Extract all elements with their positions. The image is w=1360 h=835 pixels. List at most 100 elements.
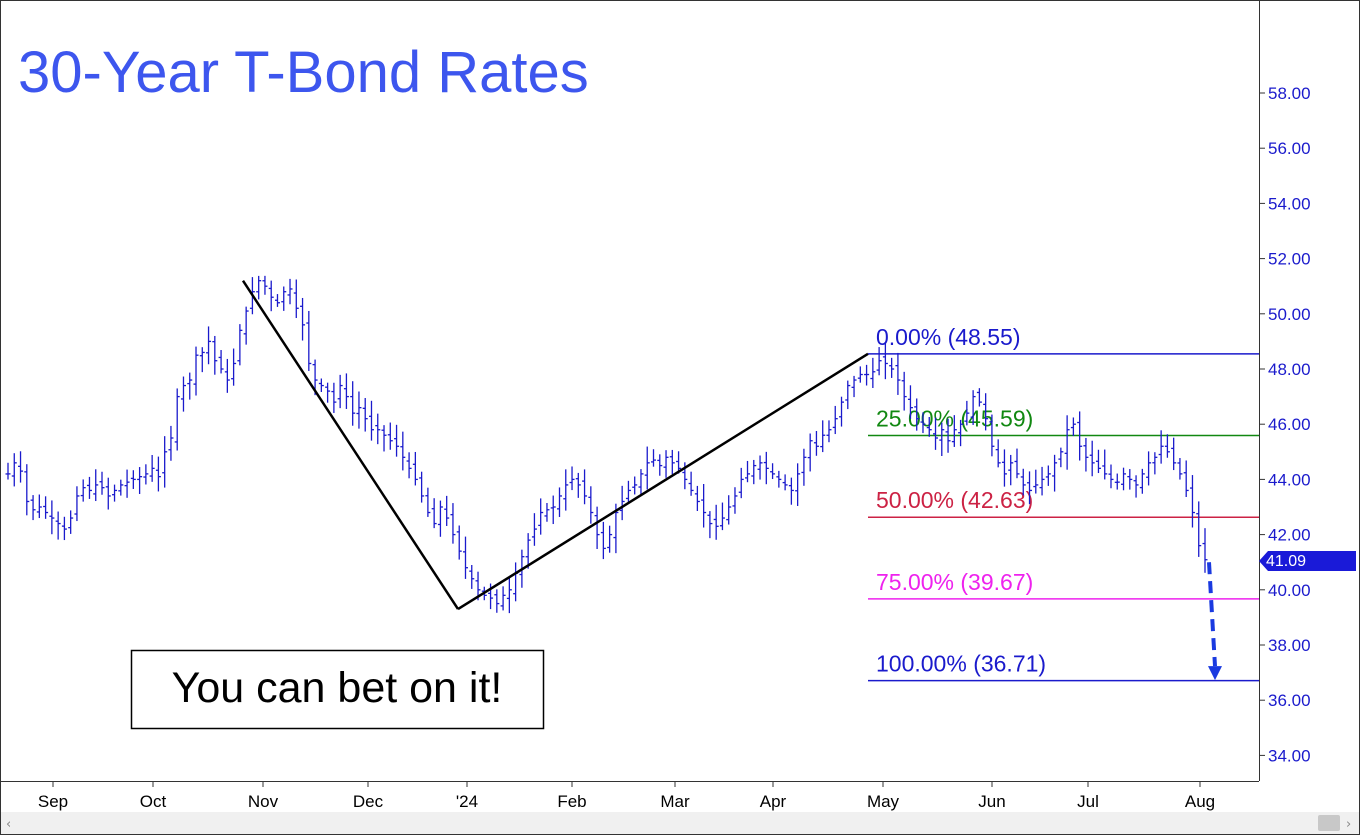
ohlc-bar <box>406 452 412 479</box>
ohlc-bar <box>538 498 544 535</box>
chart-title: 30-Year T-Bond Rates <box>18 40 589 105</box>
ohlc-bar <box>274 294 280 307</box>
y-tick-label: 50.00 <box>1268 305 1311 324</box>
ohlc-bar <box>174 388 180 451</box>
ohlc-bar <box>130 470 136 489</box>
ohlc-bar <box>337 374 343 409</box>
ohlc-bar <box>1058 447 1064 468</box>
ohlc-bar <box>118 479 124 496</box>
ohlc-bar <box>1121 467 1127 491</box>
ohlc-bar <box>569 466 575 491</box>
ohlc-bar <box>325 382 331 403</box>
ohlc-bar <box>619 485 625 521</box>
annotation-box: You can bet on it! <box>130 649 545 730</box>
scrollbar-thumb[interactable] <box>1318 815 1340 831</box>
ohlc-bar <box>93 469 99 502</box>
ohlc-bar <box>80 479 86 502</box>
x-tick-label: Jun <box>978 792 1005 811</box>
ohlc-bar <box>18 451 24 483</box>
y-tick-label: 44.00 <box>1268 470 1311 489</box>
ohlc-bar <box>726 495 732 525</box>
ohlc-bar <box>713 504 719 540</box>
ohlc-bar <box>137 467 143 494</box>
ohlc-bar <box>782 474 788 491</box>
ohlc-bar <box>331 382 337 413</box>
ohlc-bars <box>5 275 1208 614</box>
y-tick-label: 40.00 <box>1268 581 1311 600</box>
ohlc-bar <box>1202 528 1208 573</box>
ohlc-bar <box>995 439 1001 468</box>
last-price-tag: 41.09 <box>1259 551 1356 571</box>
ohlc-bar <box>86 476 92 499</box>
ohlc-bar <box>1052 454 1058 492</box>
ohlc-bar <box>920 412 926 434</box>
ohlc-bar <box>419 471 425 503</box>
ohlc-bar <box>243 306 249 345</box>
ohlc-bar <box>707 511 713 539</box>
ohlc-bar <box>318 378 324 393</box>
ohlc-bar <box>350 381 356 426</box>
ohlc-bar <box>400 431 406 471</box>
scrollbar-track[interactable] <box>1 812 1359 834</box>
ohlc-bar <box>231 348 237 386</box>
ohlc-bar <box>494 589 500 613</box>
ohlc-bar <box>1064 415 1070 470</box>
ohlc-bar <box>676 451 682 474</box>
y-tick-label: 52.00 <box>1268 250 1311 269</box>
ohlc-bar <box>575 472 581 498</box>
ohlc-bar <box>738 467 744 499</box>
ohlc-bar <box>826 420 832 443</box>
ohlc-bar <box>531 513 537 546</box>
trend-lines <box>241 279 869 611</box>
last-price-marker <box>1259 551 1356 571</box>
x-tick-label: Dec <box>353 792 384 811</box>
ohlc-bar <box>1001 449 1007 487</box>
ohlc-bar <box>644 446 650 490</box>
trend-line <box>457 352 869 611</box>
x-tick-label: May <box>867 792 900 811</box>
scroll-left-icon[interactable]: ‹ <box>6 817 11 832</box>
ohlc-bar <box>513 562 519 602</box>
ohlc-bar <box>206 326 212 365</box>
ohlc-bar <box>770 463 776 480</box>
ohlc-bar <box>694 485 700 511</box>
ohlc-bar <box>24 464 30 516</box>
ohlc-bar <box>1133 475 1139 498</box>
ohlc-bar <box>1033 469 1039 494</box>
ohlc-bar <box>1127 469 1133 490</box>
fibonacci-levels: 0.00% (48.55)25.00% (45.59)50.00% (42.63… <box>868 324 1259 682</box>
ohlc-bar <box>1027 471 1033 505</box>
scroll-right-icon[interactable]: › <box>1346 817 1351 832</box>
ohlc-bar <box>544 503 550 522</box>
y-tick-label: 58.00 <box>1268 84 1311 103</box>
ohlc-bar <box>105 477 111 510</box>
ohlc-bar <box>362 398 368 432</box>
ohlc-bar <box>293 279 299 319</box>
ohlc-bar <box>199 347 205 373</box>
ohlc-bar <box>907 385 913 419</box>
ohlc-bar <box>939 422 945 457</box>
ohlc-bar <box>1083 437 1089 472</box>
ohlc-bar <box>889 357 895 378</box>
ohlc-bar <box>951 415 957 447</box>
ohlc-bar <box>657 454 663 476</box>
ohlc-bar <box>839 396 845 427</box>
ohlc-bar <box>36 494 42 519</box>
ohlc-bar <box>795 463 801 506</box>
ohlc-bar <box>162 436 168 488</box>
fib-level-label: 75.00% (39.67) <box>876 569 1033 595</box>
y-tick-label: 46.00 <box>1268 415 1311 434</box>
ohlc-bar <box>876 347 882 376</box>
ohlc-bar <box>625 480 631 504</box>
ohlc-bar <box>1095 449 1101 474</box>
y-tick-label: 48.00 <box>1268 360 1311 379</box>
ohlc-bar <box>1008 454 1014 486</box>
ohlc-bar <box>901 371 907 411</box>
ohlc-bar <box>444 495 450 526</box>
ohlc-bar <box>845 380 851 410</box>
y-tick-label: 54.00 <box>1268 194 1311 213</box>
horizontal-scrollbar[interactable]: ‹ › <box>1 812 1359 834</box>
ohlc-bar <box>882 342 888 380</box>
ohlc-bar <box>224 358 230 393</box>
